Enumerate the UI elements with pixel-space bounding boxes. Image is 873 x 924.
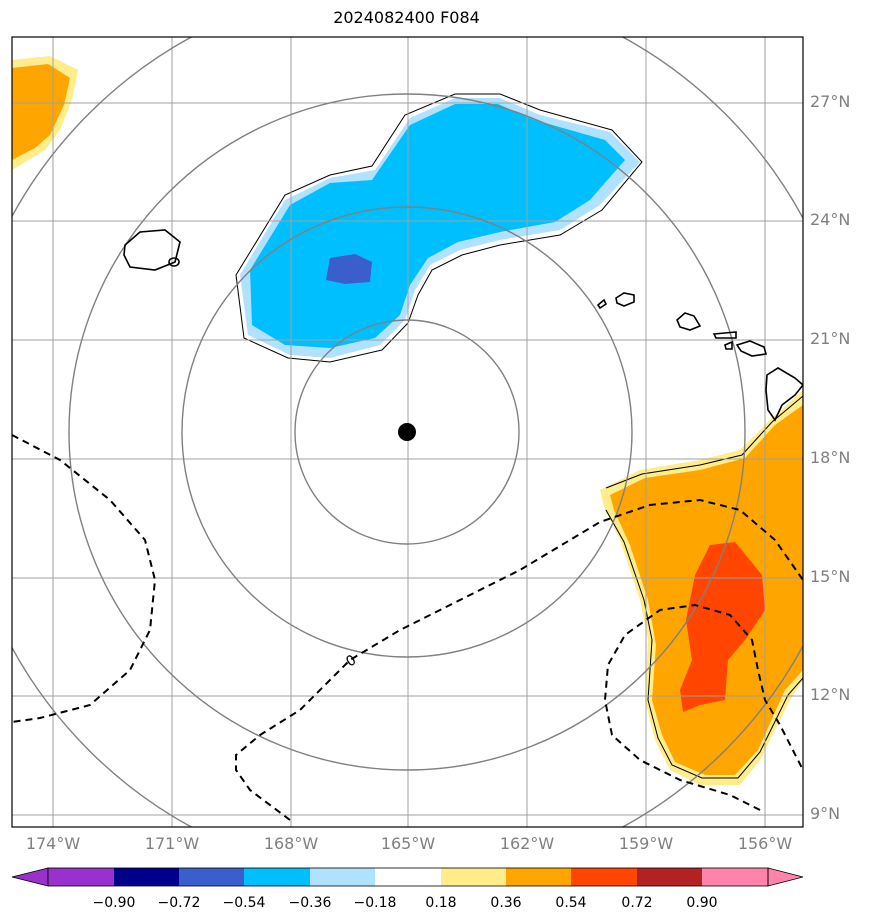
lon-tick-168: 168°W [263, 834, 319, 853]
colorbar-max-extend [767, 867, 804, 887]
strong-negative-anomaly [326, 254, 372, 284]
lon-tick-174: 174°W [25, 834, 81, 853]
lat-tick-21: 21°N [810, 329, 851, 348]
colorbar-label-1: −0.90 [92, 895, 136, 911]
colorbar-label-10: 0.90 [686, 895, 718, 911]
colorbar-bin-8 [506, 868, 571, 886]
colorbar [11, 867, 804, 887]
lon-tick-156: 156°W [737, 834, 793, 853]
colorbar-bin-7 [441, 868, 506, 886]
colorbar-bin-4 [244, 868, 310, 886]
lat-tick-9: 9°N [810, 804, 841, 823]
lon-tick-162: 162°W [499, 834, 555, 853]
negative-anomaly-outline [235, 93, 643, 363]
lon-tick-165: 165°W [380, 834, 436, 853]
colorbar-label-3: −0.54 [222, 895, 266, 911]
colorbar-bin-5 [310, 868, 375, 886]
colorbar-bin-2 [114, 868, 179, 886]
colorbar-label-9: 0.72 [621, 895, 653, 911]
negative-anomaly-core [250, 104, 625, 348]
colorbar-label-4: −0.36 [288, 895, 332, 911]
lat-tick-18: 18°N [810, 448, 851, 467]
colorbar-label-8: 0.54 [555, 895, 587, 911]
lon-tick-171: 171°W [144, 834, 200, 853]
colorbar-label-7: 0.36 [490, 895, 522, 911]
colorbar-label-6: 0.18 [425, 895, 457, 911]
colorbar-bin-3 [179, 868, 244, 886]
colorbar-frame [47, 867, 769, 887]
lon-tick-159: 159°W [618, 834, 674, 853]
colorbar-label-2: −0.72 [157, 895, 201, 911]
colorbar-bin-10 [637, 868, 702, 886]
coastlines [123, 229, 803, 422]
colorbar-bin-6 [375, 868, 441, 886]
lat-tick-15: 15°N [810, 567, 851, 586]
strong-positive-anomaly [680, 542, 765, 712]
map-title: 2024082400 F084 [333, 8, 480, 27]
colorbar-bin-1 [48, 868, 114, 886]
positive-anomaly-nw-core [12, 64, 70, 160]
zero-contours [12, 434, 803, 821]
lat-tick-24: 24°N [810, 210, 851, 229]
storm-center-marker [398, 423, 416, 441]
range-rings [12, 37, 803, 827]
colorbar-bin-11 [702, 868, 768, 886]
plot-frame [11, 36, 804, 828]
lat-tick-27: 27°N [810, 92, 851, 111]
colorbar-label-5: −0.18 [353, 895, 397, 911]
colorbar-bin-9 [571, 868, 637, 886]
lat-tick-12: 12°N [810, 685, 851, 704]
colorbar-min-extend [11, 867, 49, 887]
map-panel: 0 [11, 36, 804, 828]
